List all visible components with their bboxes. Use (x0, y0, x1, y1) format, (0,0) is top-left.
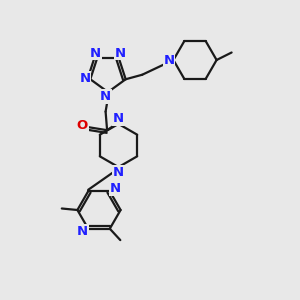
Text: N: N (110, 182, 121, 195)
Text: N: N (100, 90, 111, 103)
Text: N: N (79, 72, 91, 85)
Text: N: N (163, 53, 175, 67)
Text: N: N (113, 112, 124, 125)
Text: O: O (77, 119, 88, 132)
Text: N: N (113, 166, 124, 179)
Text: N: N (115, 46, 126, 60)
Text: N: N (77, 225, 88, 238)
Text: N: N (90, 46, 101, 60)
